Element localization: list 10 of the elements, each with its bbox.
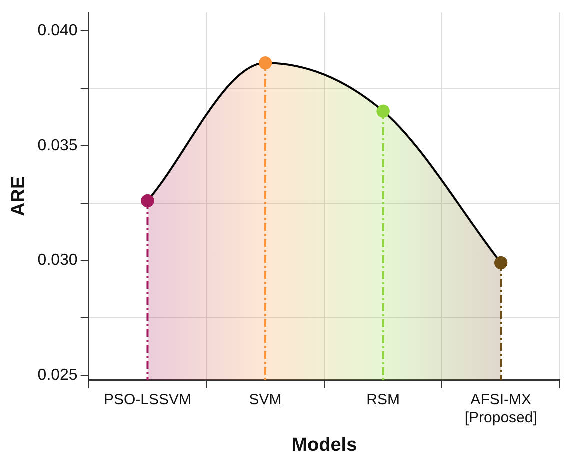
x-tick-label: RSM xyxy=(366,391,400,408)
y-axis-title: ARE xyxy=(8,176,30,216)
x-tick-label: SVM xyxy=(249,391,282,408)
y-tick-label: 0.040 xyxy=(38,22,78,40)
y-tick-label: 0.035 xyxy=(38,137,78,154)
y-tick-label: 0.030 xyxy=(38,252,78,270)
x-tick-label: PSO-LSSVM xyxy=(104,391,192,408)
x-tick-label: AFSI-MX [Proposed] xyxy=(464,391,538,426)
y-tick-label: 0.025 xyxy=(38,367,78,384)
x-axis-title: Models xyxy=(292,434,358,456)
